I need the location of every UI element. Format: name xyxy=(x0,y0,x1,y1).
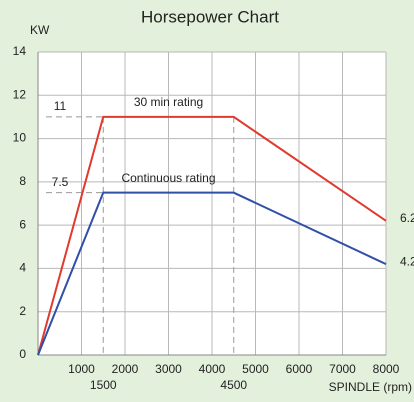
y-tick-label: 14 xyxy=(13,44,27,58)
chart-title: Horsepower Chart xyxy=(141,7,279,26)
x-tick-label: 6000 xyxy=(286,362,313,376)
data-label: 6.2 xyxy=(400,211,414,225)
series-name: 30 min rating xyxy=(134,95,203,109)
x-tick-label: 5000 xyxy=(242,362,269,376)
series-line xyxy=(37,191,387,356)
y-axis-label: KW xyxy=(30,23,50,37)
y-tick-label: 10 xyxy=(13,131,27,145)
y-tick-label: 4 xyxy=(19,261,26,275)
y-tick-label: 8 xyxy=(19,174,26,188)
x-tick-label: 1000 xyxy=(68,362,95,376)
x-tick-label: 4000 xyxy=(199,362,226,376)
x-tick-label: 2000 xyxy=(112,362,139,376)
x-marker-label: 4500 xyxy=(220,378,247,392)
y-tick-label: 2 xyxy=(19,304,26,318)
y-tick-label: 0 xyxy=(19,347,26,361)
y-marker-label: 11 xyxy=(54,99,67,113)
data-label: 4.2 xyxy=(400,254,414,268)
x-tick-label: 3000 xyxy=(155,362,182,376)
y-tick-label: 6 xyxy=(19,217,26,231)
x-marker-label: 1500 xyxy=(90,378,117,392)
x-tick-label: 7000 xyxy=(329,362,356,376)
series-name: Continuous rating xyxy=(121,171,215,185)
x-tick-label: 8000 xyxy=(373,362,400,376)
x-axis-label: SPINDLE (rpm) xyxy=(329,380,412,394)
series-line xyxy=(37,115,387,356)
y-marker-label: 7.5 xyxy=(52,175,69,189)
y-tick-label: 12 xyxy=(13,87,27,101)
